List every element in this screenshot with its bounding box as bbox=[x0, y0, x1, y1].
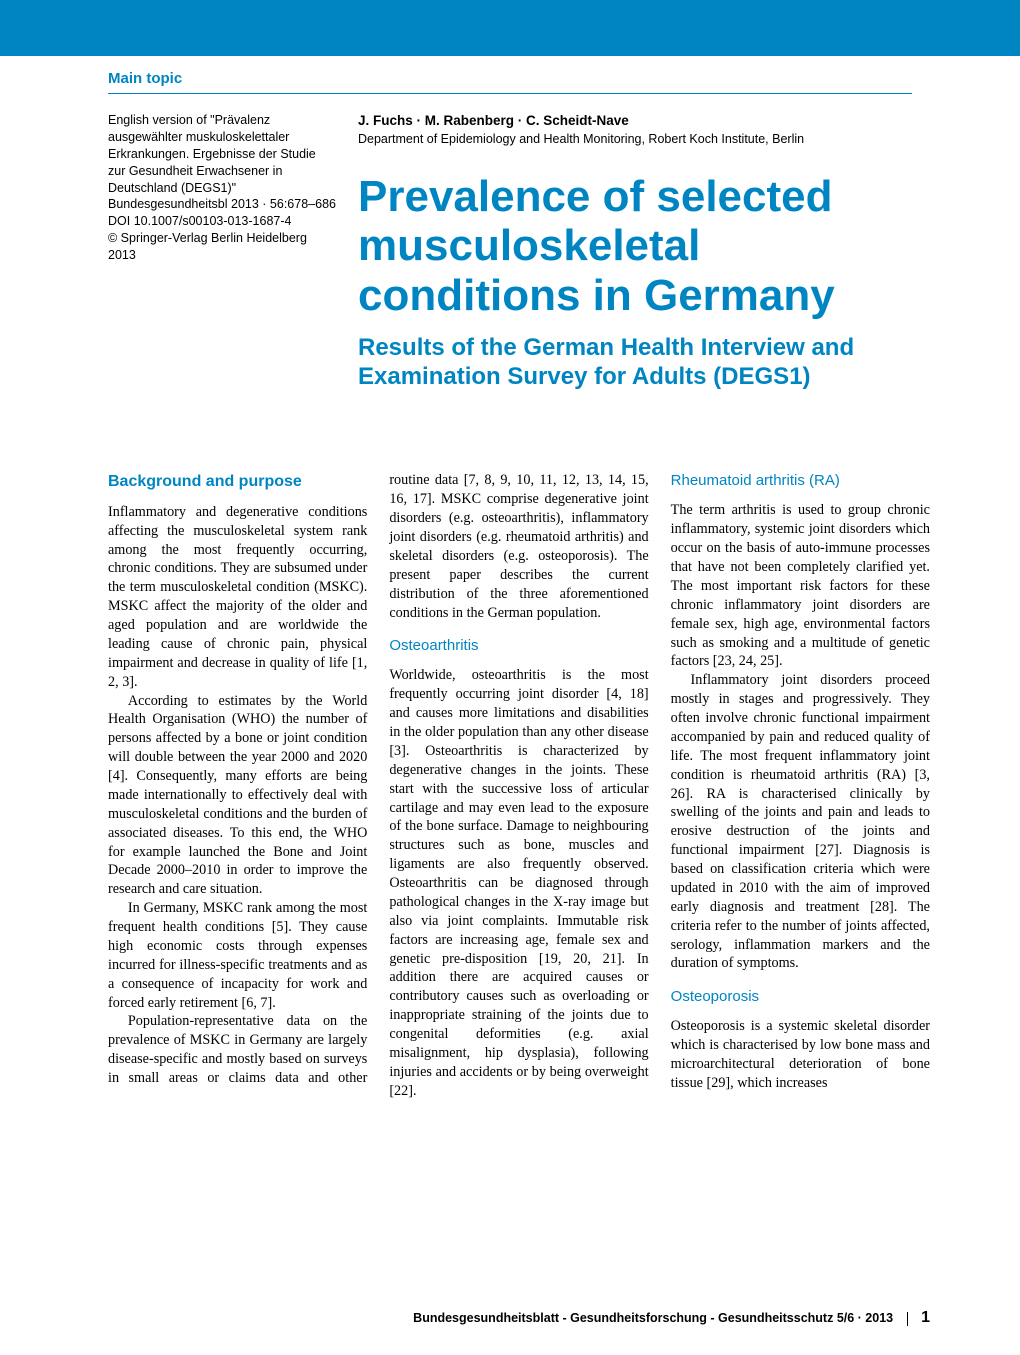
article-subtitle: Results of the German Health Interview a… bbox=[358, 334, 1020, 392]
footer: Bundesgesundheitsblatt - Gesundheitsfors… bbox=[413, 1309, 930, 1327]
heading-ra: Rheumatoid arthritis (RA) bbox=[671, 471, 930, 491]
footer-separator bbox=[907, 1312, 908, 1326]
body-paragraph: Inflammatory joint disorders proceed mos… bbox=[671, 671, 930, 973]
meta-block: English version of "Prävalenz ausgewählt… bbox=[0, 94, 336, 264]
top-banner bbox=[0, 0, 1020, 56]
footer-page-number: 1 bbox=[921, 1309, 930, 1326]
authors: J. Fuchs · M. Rabenberg · C. Scheidt-Nav… bbox=[358, 112, 1020, 130]
body-paragraph: The term arthritis is used to group chro… bbox=[671, 501, 930, 671]
meta-doi: DOI 10.1007/s00103-013-1687-4 bbox=[108, 213, 336, 230]
meta-citation: Bundesgesundheitsbl 2013 · 56:678–686 bbox=[108, 196, 336, 213]
footer-journal: Bundesgesundheitsblatt - Gesundheitsfors… bbox=[413, 1311, 893, 1325]
heading-osteoporosis: Osteoporosis bbox=[671, 987, 930, 1007]
author-block: J. Fuchs · M. Rabenberg · C. Scheidt-Nav… bbox=[358, 94, 1020, 148]
section-header: Main topic bbox=[0, 56, 1020, 87]
heading-osteoarthritis: Osteoarthritis bbox=[389, 636, 648, 656]
heading-background: Background and purpose bbox=[108, 471, 367, 492]
body-paragraph: Worldwide, osteoarthritis is the most fr… bbox=[389, 666, 648, 1100]
meta-note: English version of "Prävalenz ausgewählt… bbox=[108, 112, 336, 196]
body-paragraph: Inflammatory and degenerative conditions… bbox=[108, 503, 367, 692]
article-title: Prevalence of selected musculoskeletal c… bbox=[358, 172, 1020, 320]
meta-copyright: © Springer-Verlag Berlin Heidelberg 2013 bbox=[108, 230, 336, 264]
body-paragraph: Osteoporosis is a systemic skeletal diso… bbox=[671, 1017, 930, 1093]
affiliation: Department of Epidemiology and Health Mo… bbox=[358, 131, 1020, 148]
body-paragraph: According to estimates by the World Heal… bbox=[108, 692, 367, 900]
body-columns: Background and purpose Inflammatory and … bbox=[108, 471, 930, 1100]
body-paragraph: In Germany, MSKC rank among the most fre… bbox=[108, 899, 367, 1012]
